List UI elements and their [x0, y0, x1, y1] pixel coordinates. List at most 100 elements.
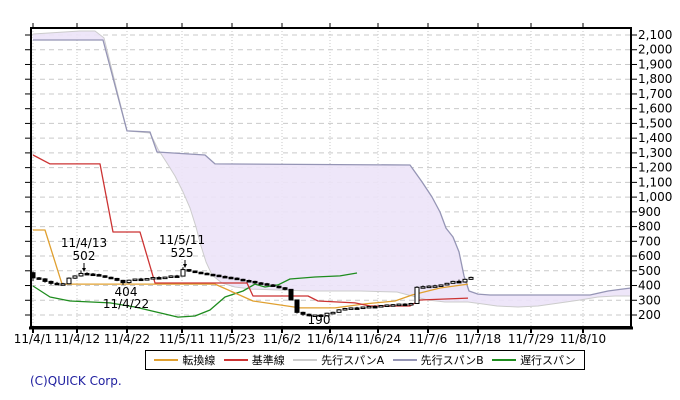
candle-body — [198, 271, 204, 275]
candle-body — [72, 275, 78, 279]
candle-body — [420, 286, 426, 289]
candle-body — [96, 274, 102, 277]
legend-item-4: 遅行スパン — [492, 352, 576, 368]
y-axis-tick-label: 1,300 — [638, 146, 672, 160]
legend-line-swatch — [223, 359, 248, 361]
x-axis-tick-label: 11/6/24 — [355, 332, 401, 346]
candle-body — [462, 278, 468, 283]
candle-body — [312, 314, 318, 317]
y-axis-tick-label: 500 — [638, 264, 661, 278]
candle-body — [348, 307, 354, 310]
candle-body — [336, 309, 342, 313]
x-axis-tick-label: 11/5/11 — [159, 332, 205, 346]
y-axis-tick-label: 1,400 — [638, 131, 672, 145]
candle-body — [426, 285, 432, 289]
candle-body — [84, 272, 90, 276]
senkou-span-a-line — [32, 30, 631, 308]
candle-body — [378, 305, 384, 308]
x-axis-tick-label: 11/4/12 — [54, 332, 100, 346]
candle-body — [252, 280, 258, 284]
candle-body — [366, 305, 372, 309]
candle-body — [246, 280, 252, 283]
y-axis-tick-label: 1,700 — [638, 87, 672, 101]
y-axis-tick-label: 200 — [638, 308, 661, 322]
legend-line-swatch — [293, 359, 318, 361]
x-axis-tick-label: 11/4/1 — [14, 332, 53, 346]
candle-body — [330, 311, 336, 315]
y-axis-tick-label: 1,900 — [638, 57, 672, 71]
candle-body — [354, 307, 360, 310]
candle-body — [126, 279, 132, 284]
legend-label: 先行スパンB — [420, 354, 484, 367]
candle-body — [216, 274, 222, 278]
candle-body — [276, 285, 282, 289]
candle-body — [54, 282, 60, 286]
copyright-text: (C)QUICK Corp. — [30, 374, 122, 388]
candle-body — [432, 285, 438, 288]
candle-body — [186, 269, 192, 272]
candle-body — [258, 282, 264, 285]
chikou-span-line — [32, 272, 358, 318]
legend-label: 転換線 — [182, 354, 216, 367]
legend-label: 先行スパンA — [321, 354, 385, 367]
y-axis-tick-label: 1,100 — [638, 175, 672, 189]
candle-body — [48, 280, 54, 284]
legend-item-2: 先行スパンA — [293, 352, 384, 368]
candle-body — [132, 278, 138, 282]
annotation-text: 11/4/22 — [103, 297, 149, 311]
candle-body — [438, 284, 444, 287]
y-axis-tick-label: 900 — [638, 205, 661, 219]
annotation-text: 525 — [171, 246, 194, 260]
y-axis-tick-label: 700 — [638, 234, 661, 248]
candle-body — [288, 288, 294, 301]
y-axis-tick-label: 400 — [638, 279, 661, 293]
candle-body — [450, 280, 456, 284]
candle-body — [144, 278, 150, 281]
x-axis-tick-label: 11/7/29 — [508, 332, 554, 346]
candle-body — [174, 275, 180, 278]
candle-body — [168, 275, 174, 278]
annotation-text: 11/5/11 — [159, 233, 205, 247]
candle-body — [108, 276, 114, 280]
candle-body — [78, 272, 84, 277]
candle-body — [468, 276, 474, 280]
y-axis-tick-label: 1,500 — [638, 116, 672, 130]
candle-body — [444, 282, 450, 286]
candle-body — [300, 311, 306, 315]
candle-body — [204, 272, 210, 276]
candle-body — [180, 269, 186, 277]
candle-body — [414, 286, 420, 305]
legend-item-3: 先行スパンB — [392, 352, 484, 368]
candle-body — [402, 303, 408, 307]
candle-body — [120, 279, 126, 284]
candle-body — [408, 303, 414, 306]
x-axis-tick-label: 11/4/22 — [104, 332, 150, 346]
y-axis-tick-label: 2,100 — [638, 28, 672, 42]
candle-body — [240, 278, 246, 282]
legend-item-1: 基準線 — [223, 352, 285, 368]
legend-label: 基準線 — [251, 354, 285, 367]
candle-body — [384, 304, 390, 307]
y-axis-tick-label: 1,600 — [638, 102, 672, 116]
candle-body — [192, 270, 198, 274]
y-axis-labels: 2,1002,0001,9001,8001,7001,6001,5001,400… — [638, 28, 672, 322]
legend-line-swatch — [492, 359, 517, 361]
legend-item-0: 転換線 — [154, 352, 215, 368]
candle-body — [210, 273, 216, 277]
y-axis-tick-label: 300 — [638, 293, 661, 307]
annotation-text: 11/4/13 — [61, 236, 107, 250]
x-axis-tick-label: 11/7/18 — [455, 332, 501, 346]
legend-line-swatch — [392, 359, 417, 361]
y-axis-tick-label: 1,000 — [638, 190, 672, 204]
x-axis-tick-label: 11/5/23 — [209, 332, 255, 346]
annotation-text: 502 — [73, 249, 96, 263]
candlesticks — [30, 267, 474, 317]
candle-body — [342, 308, 348, 311]
y-axis-tick-label: 2,000 — [638, 43, 672, 57]
candle-body — [456, 280, 462, 284]
candle-body — [306, 313, 312, 317]
x-axis-tick-label: 11/8/10 — [560, 332, 606, 346]
